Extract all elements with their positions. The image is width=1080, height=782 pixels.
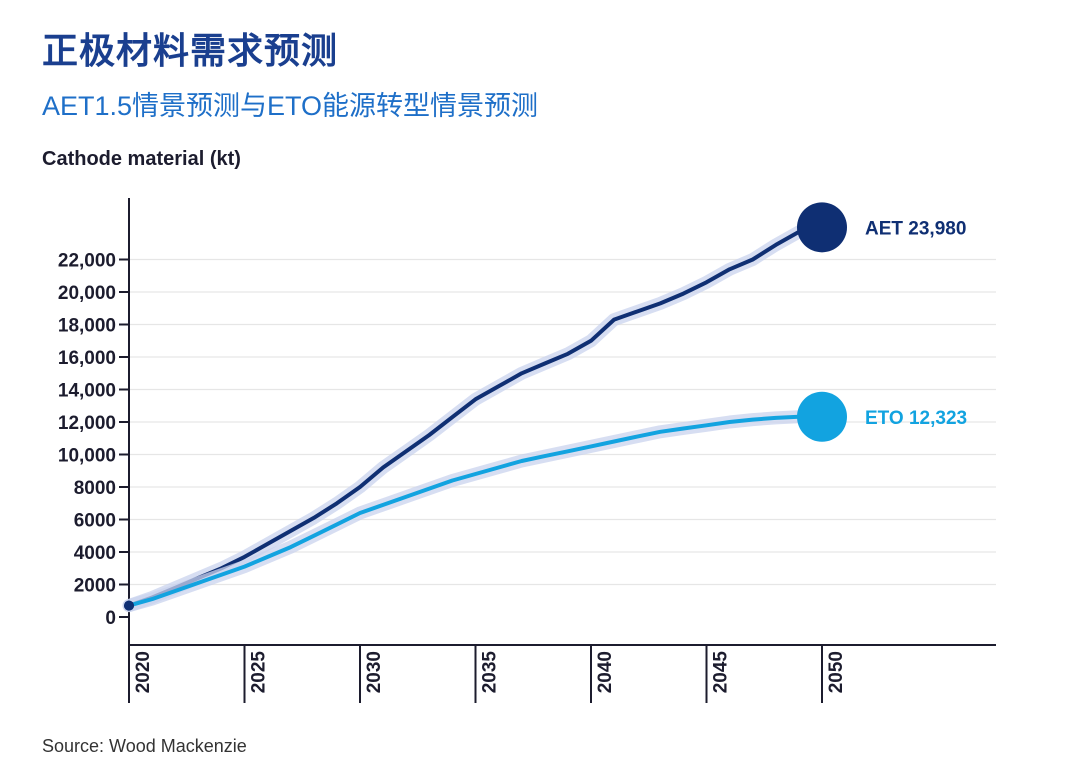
grid-lines	[129, 258, 996, 586]
series-end-markers: AET 23,980 ETO 12,323	[124, 202, 967, 611]
x-tick-labels: 2020 2025 2030 2035 2040 2045 2050	[133, 651, 847, 694]
series-end-marker-aet	[797, 202, 847, 253]
series-line-eto	[127, 414, 801, 608]
y-tick-label: 18,000	[58, 316, 116, 337]
y-tick-label: 22,000	[58, 251, 116, 272]
y-tick-label: 0	[105, 608, 116, 629]
y-tick-label: 14,000	[58, 381, 116, 402]
y-tick-label: 12,000	[58, 413, 116, 434]
y-axis-label: Cathode material (kt)	[42, 148, 241, 170]
y-tick-label: 2000	[74, 576, 116, 597]
axes	[119, 198, 996, 703]
y-tick-label: 4000	[74, 543, 116, 564]
series-line-aet	[127, 229, 801, 608]
x-tick-label: 2025	[249, 651, 270, 694]
y-tick-label: 16,000	[58, 348, 116, 369]
series-end-label-aet: AET 23,980	[865, 218, 966, 239]
x-tick-label: 2035	[480, 651, 501, 694]
series-lines	[122, 225, 806, 613]
chart-title: 正极材料需求预测	[42, 30, 339, 71]
y-tick-labels: 0 2000 4000 6000 8000 10,000 12,000 14,000 16,00…	[58, 251, 116, 630]
y-tick-label: 10,000	[58, 446, 116, 467]
y-tick-label: 6000	[74, 511, 116, 532]
x-tick-label: 2030	[364, 651, 385, 693]
x-tick-label: 2045	[711, 651, 732, 694]
x-tick-label: 2040	[595, 651, 616, 693]
series-glow-eto	[122, 410, 806, 613]
x-tick-label: 2020	[133, 651, 154, 693]
series-start-point	[124, 600, 134, 611]
chart-subtitle: AET1.5情景预测与ETO能源转型情景预测	[42, 91, 539, 121]
x-tick-label: 2050	[826, 651, 847, 693]
series-end-marker-eto	[797, 391, 847, 442]
y-tick-label: 8000	[74, 478, 116, 499]
y-tick-label: 20,000	[58, 283, 116, 304]
series-end-label-eto: ETO 12,323	[865, 408, 967, 429]
source-note: Source: Wood Mackenzie	[42, 736, 247, 756]
